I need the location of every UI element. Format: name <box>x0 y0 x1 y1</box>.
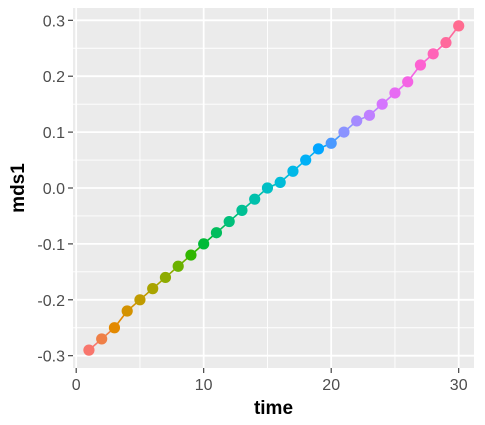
data-point <box>108 322 121 334</box>
data-point <box>236 204 248 216</box>
data-point <box>134 294 146 306</box>
data-point <box>249 193 261 205</box>
data-point <box>389 87 401 99</box>
y-tick-label: 0.0 <box>43 181 65 198</box>
x-axis-ticks: 0 10 20 30 <box>72 368 468 394</box>
x-axis-title: time <box>254 398 293 419</box>
data-point <box>351 115 363 127</box>
data-point <box>376 98 388 110</box>
x-tick-label: 10 <box>195 377 213 394</box>
data-points <box>83 20 465 356</box>
data-point <box>312 143 325 155</box>
data-point <box>147 283 159 295</box>
data-point <box>261 182 274 194</box>
data-point <box>414 59 427 71</box>
data-point <box>121 305 133 317</box>
data-point <box>440 37 452 49</box>
y-tick-label: -0.3 <box>37 349 65 366</box>
y-tick-label: -0.2 <box>37 293 65 310</box>
data-point <box>210 227 223 239</box>
y-axis-title: mds1 <box>8 163 29 213</box>
data-point <box>402 76 414 88</box>
data-point <box>363 109 376 121</box>
data-point <box>96 333 108 345</box>
data-point <box>83 344 95 356</box>
data-point <box>325 137 337 149</box>
y-axis-ticks: -0.3 -0.2 -0.1 0.0 0.1 0.2 0.3 <box>37 13 73 366</box>
x-tick-label: 0 <box>72 377 81 394</box>
data-point <box>338 126 350 138</box>
data-point <box>159 271 172 284</box>
y-tick-label: 0.1 <box>43 125 65 142</box>
data-point <box>198 238 210 250</box>
y-tick-label: -0.1 <box>37 237 65 254</box>
data-point <box>427 48 439 60</box>
data-point <box>172 260 184 272</box>
data-point <box>287 165 299 177</box>
data-point <box>223 215 235 228</box>
y-tick-label: 0.3 <box>43 13 65 30</box>
y-tick-label: 0.2 <box>43 69 65 86</box>
data-point <box>453 20 465 32</box>
x-tick-label: 20 <box>322 377 340 394</box>
data-point <box>300 154 312 166</box>
data-point <box>274 176 286 189</box>
x-tick-label: 30 <box>450 377 468 394</box>
data-point <box>185 249 197 261</box>
major-gridlines <box>73 8 474 368</box>
